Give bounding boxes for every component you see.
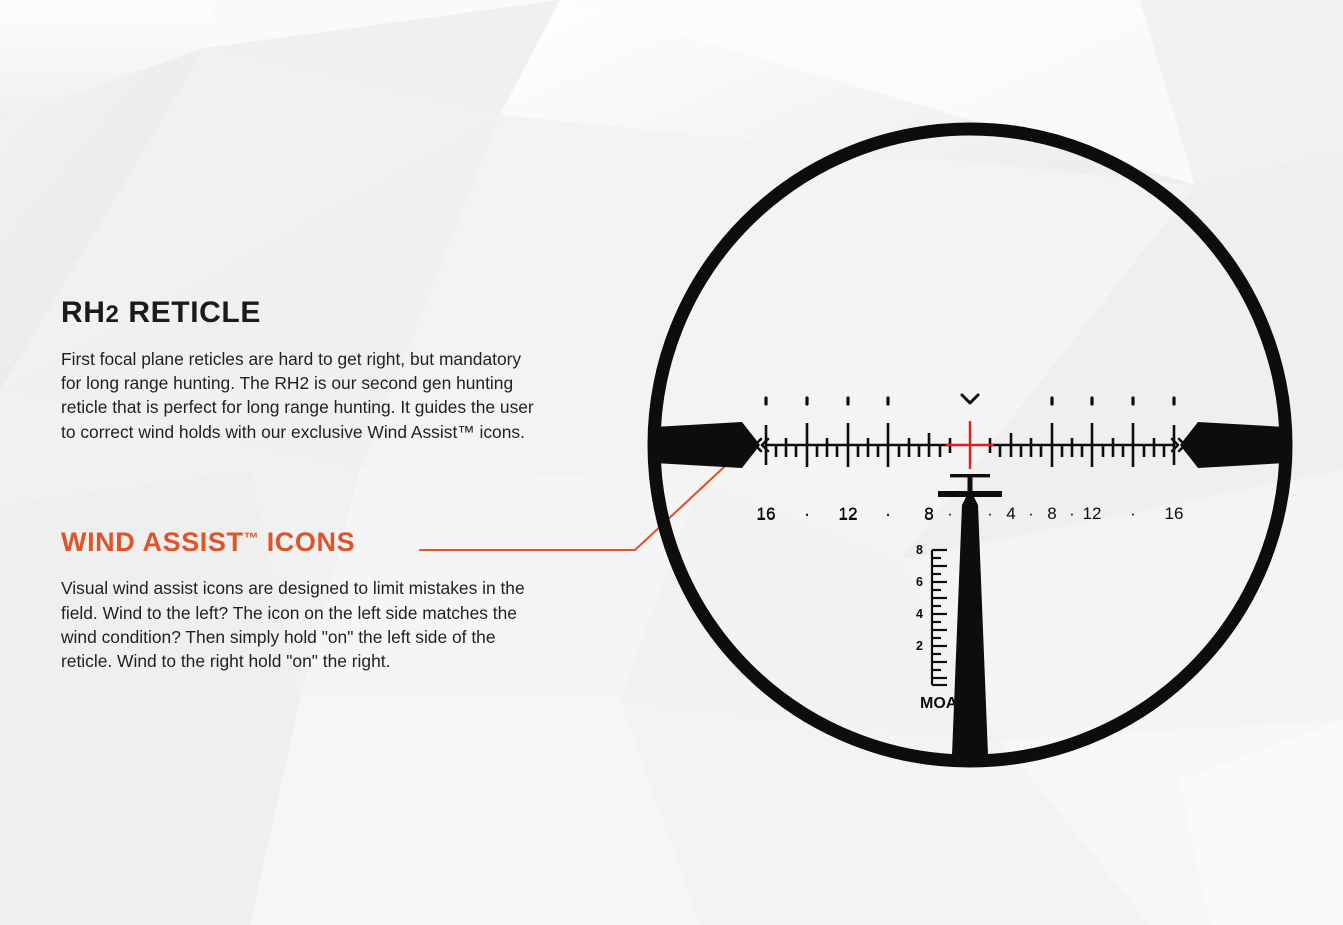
center-ibeam-marker <box>938 474 1002 497</box>
windage-dot-left-10: · <box>885 504 891 524</box>
windage-label: 12 <box>1083 504 1102 523</box>
wind-left-icon <box>706 425 770 465</box>
windage-label-left-12: 12 <box>838 504 857 524</box>
rh2-reticle-heading-rest: RETICLE <box>119 296 261 329</box>
windage-label-row: 16 · 12 · 8 <box>756 504 934 524</box>
windage-dot-left-14: · <box>804 504 810 524</box>
wind-assist-heading: WIND ASSIST™ ICONS <box>61 528 541 556</box>
center-chevron-icon <box>960 393 980 405</box>
rh2-reticle-heading-sub: 2 <box>105 301 120 328</box>
windage-label: · <box>1130 504 1136 523</box>
elevation-label-6: 6 <box>916 575 923 589</box>
rh2-reticle-diagram: 16 · 12 · 8 · 4 · · 4 · 8 · 12 · 16 12 1… <box>647 122 1293 768</box>
bottom-post <box>952 489 988 755</box>
windage-label: 16 <box>1165 504 1184 523</box>
rh2-reticle-heading-text: RH <box>61 296 106 329</box>
windage-label: 8 <box>924 504 933 523</box>
windage-label: · <box>947 504 953 523</box>
windage-label: 8 <box>1047 504 1056 523</box>
windage-label: · <box>1028 504 1034 523</box>
elevation-label-4: 4 <box>916 607 923 621</box>
windage-label: · <box>987 504 993 523</box>
rh2-reticle-section: RH2 RETICLE First focal plane reticles a… <box>61 297 541 444</box>
wind-assist-heading-text: WIND ASSIST <box>61 527 244 557</box>
windage-ticks-right <box>988 423 1176 467</box>
windage-label: · <box>804 504 810 523</box>
windage-labels: 16 · 12 · 8 · 4 · · 4 · 8 · 12 · 16 12 <box>757 504 1184 523</box>
windage-label: · <box>885 504 891 523</box>
wind-assist-section: WIND ASSIST™ ICONS Visual wind assist ic… <box>61 528 541 674</box>
windage-upper-dots <box>764 396 1176 406</box>
elevation-moa-scale: 8 6 4 2 MOA <box>916 543 958 712</box>
elevation-label-8: 8 <box>916 543 923 557</box>
aiming-cross <box>946 421 994 469</box>
wind-right-icon <box>1170 425 1234 465</box>
rh2-reticle-heading: RH2 RETICLE <box>61 297 541 329</box>
moa-unit-label: MOA <box>920 695 958 712</box>
windage-label-left-8: 8 <box>924 504 934 524</box>
trademark-glyph: ™ <box>243 529 259 547</box>
windage-label-left-16: 16 <box>756 504 775 524</box>
windage-label: · <box>1069 504 1075 523</box>
windage-label: 12 <box>839 504 858 523</box>
windage-label: 16 <box>757 504 776 523</box>
windage-label: 4 <box>1006 504 1015 523</box>
rh2-reticle-body: First focal plane reticles are hard to g… <box>61 348 534 442</box>
wind-assist-heading-post: ICONS <box>258 527 356 557</box>
wind-assist-body: Visual wind assist icons are designed to… <box>61 578 525 672</box>
elevation-label-2: 2 <box>916 639 923 653</box>
elevation-ticks <box>932 548 947 687</box>
